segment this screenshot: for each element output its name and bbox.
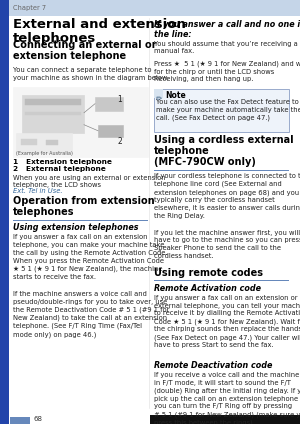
Text: If you receive a voice call and the machine is
in F/T mode, it will start to sou: If you receive a voice call and the mach… — [154, 372, 300, 424]
Text: Using a cordless external
telephone
(MFC-790CW only): Using a cordless external telephone (MFC… — [154, 135, 294, 167]
Bar — [25, 112, 81, 115]
Bar — [154, 280, 289, 281]
Text: Note: Note — [165, 92, 186, 100]
Text: Using extension telephones: Using extension telephones — [13, 223, 139, 232]
Text: If your cordless telephone is connected to the
telephone line cord (See External: If your cordless telephone is connected … — [154, 173, 300, 219]
Text: ✏: ✏ — [155, 93, 162, 103]
Text: You can connect a separate telephone to
your machine as shown in the diagram bel: You can connect a separate telephone to … — [13, 67, 169, 81]
Text: Press ★  5 1 (★ 9 1 for New Zealand) and wait
for the chirp or until the LCD sho: Press ★ 5 1 (★ 9 1 for New Zealand) and … — [154, 60, 300, 82]
Text: 1: 1 — [117, 95, 122, 104]
Text: Remote Deactivation code: Remote Deactivation code — [154, 361, 272, 370]
Text: Remote Activation code: Remote Activation code — [154, 284, 261, 293]
Text: When you are using an external or extension
telephone, the LCD shows: When you are using an external or extens… — [13, 175, 166, 189]
Bar — [46, 140, 58, 145]
Text: If you answer a fax call on an extension or
external telephone, you can tell you: If you answer a fax call on an extension… — [154, 295, 300, 349]
Text: 2: 2 — [118, 137, 123, 146]
Text: Using remote codes: Using remote codes — [154, 268, 263, 278]
Text: If you answer a call and no one is on
the line:: If you answer a call and no one is on th… — [154, 20, 300, 39]
Text: (Example for Australia): (Example for Australia) — [16, 151, 72, 156]
Bar — [10, 417, 30, 424]
Text: Operation from extension
telephones: Operation from extension telephones — [13, 196, 155, 218]
Text: Connecting an external or
extension telephone: Connecting an external or extension tele… — [13, 40, 157, 61]
Bar — [98, 125, 123, 137]
Bar — [150, 415, 300, 424]
Text: If the machine answers a voice call and
pseudo/double-rings for you to take over: If the machine answers a voice call and … — [13, 291, 169, 338]
Bar — [13, 87, 148, 157]
Text: If you let the machine answer first, you will
have to go to the machine so you c: If you let the machine answer first, you… — [154, 230, 300, 259]
FancyBboxPatch shape — [154, 89, 289, 132]
Text: You can also use the Fax Detect feature to
make your machine automatically take : You can also use the Fax Detect feature … — [156, 100, 300, 121]
Text: Ext. Tel in Use.: Ext. Tel in Use. — [13, 188, 62, 194]
Bar — [95, 97, 123, 111]
Bar — [0, 0, 300, 16]
Text: Chapter 7: Chapter 7 — [13, 5, 46, 11]
Bar — [22, 95, 84, 133]
Text: External and extension
telephones: External and extension telephones — [13, 18, 186, 45]
Bar — [25, 99, 81, 105]
Text: 68: 68 — [33, 416, 42, 422]
Bar — [16, 133, 72, 153]
Text: You should assume that you’re receiving a
manual fax.: You should assume that you’re receiving … — [154, 41, 298, 54]
Text: If you answer a fax call on an extension
telephone, you can make your machine ta: If you answer a fax call on an extension… — [13, 234, 167, 280]
Bar — [154, 89, 163, 98]
Bar — [0, 0, 9, 424]
Text: 1   Extension telephone: 1 Extension telephone — [13, 159, 112, 165]
Bar — [21, 139, 37, 145]
Text: 2   External telephone: 2 External telephone — [13, 166, 106, 172]
